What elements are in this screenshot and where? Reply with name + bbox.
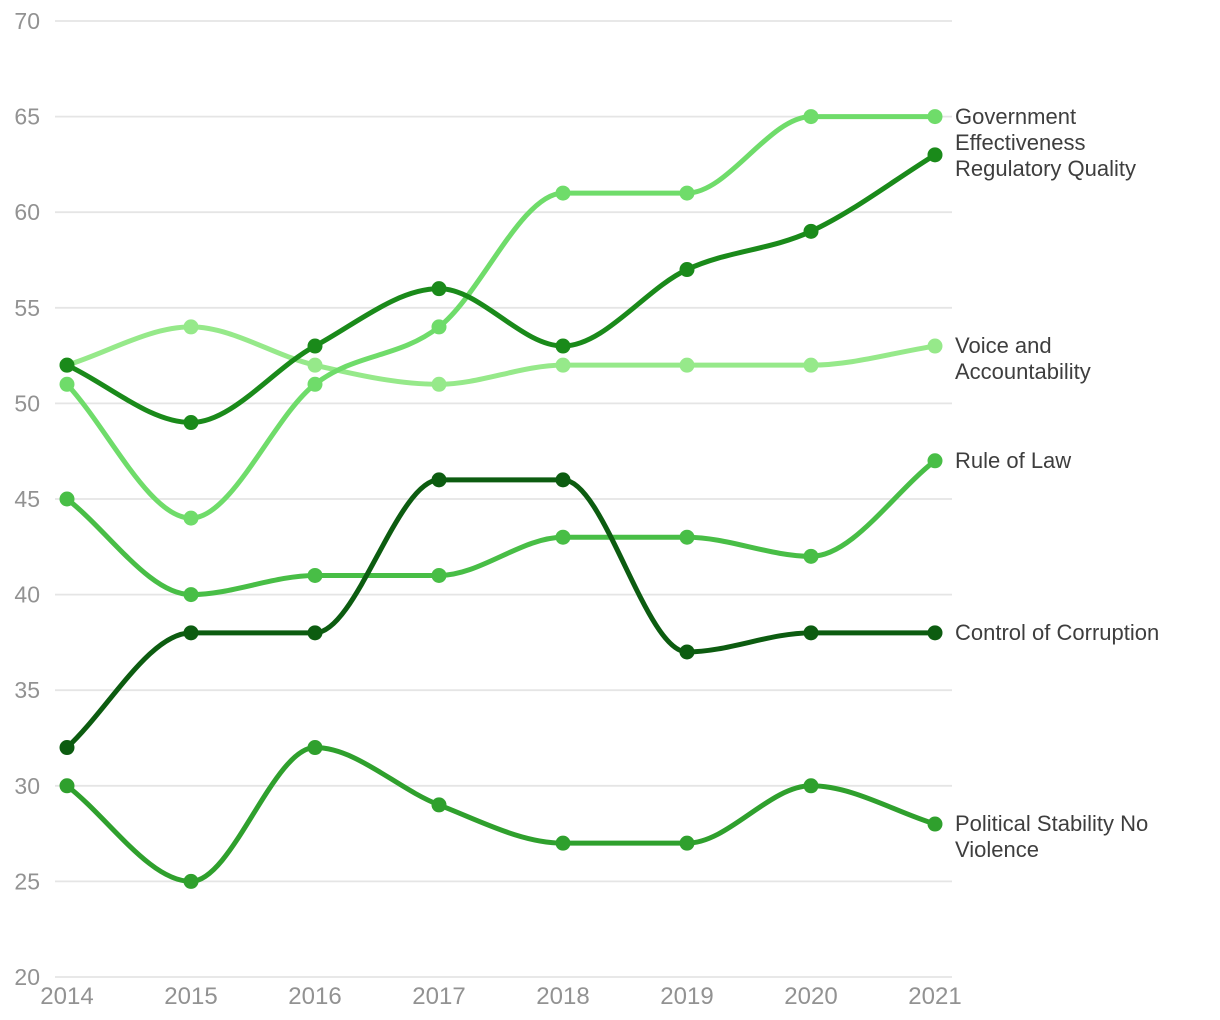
data-point-voice-and-accountability bbox=[679, 357, 695, 373]
series-label-rule-of-law: Rule of Law bbox=[955, 447, 1072, 473]
data-point-political-stability-no-violence bbox=[555, 835, 571, 851]
data-point-political-stability-no-violence bbox=[183, 873, 199, 889]
data-point-control-of-corruption bbox=[555, 472, 571, 488]
data-point-rule-of-law bbox=[803, 548, 819, 564]
data-point-regulatory-quality bbox=[307, 338, 323, 354]
x-axis-tick-label: 2018 bbox=[536, 983, 589, 1010]
series-label-control-of-corruption: Control of Corruption bbox=[955, 619, 1160, 645]
data-point-voice-and-accountability bbox=[183, 319, 199, 335]
series-line-political-stability-no-violence bbox=[64, 745, 938, 884]
data-point-political-stability-no-violence bbox=[431, 797, 447, 813]
data-point-government-effectiveness bbox=[927, 109, 943, 125]
series-line-regulatory-quality bbox=[64, 152, 938, 426]
data-point-rule-of-law bbox=[555, 529, 571, 545]
data-point-regulatory-quality bbox=[431, 281, 447, 297]
data-point-rule-of-law bbox=[59, 491, 75, 507]
data-point-control-of-corruption bbox=[59, 740, 75, 756]
data-point-political-stability-no-violence bbox=[803, 778, 819, 794]
data-point-government-effectiveness bbox=[431, 319, 447, 335]
data-point-control-of-corruption bbox=[307, 625, 323, 641]
data-point-government-effectiveness bbox=[679, 185, 695, 201]
data-point-regulatory-quality bbox=[803, 223, 819, 239]
x-axis-tick-label: 2019 bbox=[660, 983, 713, 1010]
x-axis-tick-label: 2020 bbox=[784, 983, 837, 1010]
series-label-voice-and-accountability: Voice and Accountability bbox=[955, 333, 1091, 385]
data-point-government-effectiveness bbox=[59, 376, 75, 392]
x-axis-tick-label: 2015 bbox=[164, 983, 217, 1010]
y-axis-tick-label: 70 bbox=[14, 8, 40, 34]
x-axis-tick-label: 2017 bbox=[412, 983, 465, 1010]
data-point-regulatory-quality bbox=[555, 338, 571, 354]
data-point-rule-of-law bbox=[307, 567, 323, 583]
y-axis-tick-label: 50 bbox=[14, 390, 40, 416]
data-point-regulatory-quality bbox=[927, 147, 943, 163]
series-label-political-stability-no-violence: Political Stability No Violence bbox=[955, 811, 1149, 863]
data-point-government-effectiveness bbox=[555, 185, 571, 201]
data-point-political-stability-no-violence bbox=[307, 740, 323, 756]
data-point-voice-and-accountability bbox=[555, 357, 571, 373]
x-axis-tick-label: 2014 bbox=[40, 983, 93, 1010]
data-point-control-of-corruption bbox=[431, 472, 447, 488]
y-axis-tick-label: 55 bbox=[14, 295, 40, 321]
y-axis-tick-label: 25 bbox=[14, 868, 40, 894]
y-axis-tick-label: 30 bbox=[14, 773, 40, 799]
data-point-control-of-corruption bbox=[679, 644, 695, 660]
data-point-regulatory-quality bbox=[59, 357, 75, 373]
data-point-political-stability-no-violence bbox=[679, 835, 695, 851]
data-point-rule-of-law bbox=[927, 453, 943, 469]
data-point-government-effectiveness bbox=[183, 510, 199, 526]
data-point-political-stability-no-violence bbox=[927, 816, 943, 832]
data-point-political-stability-no-violence bbox=[59, 778, 75, 794]
x-axis-tick-label: 2016 bbox=[288, 983, 341, 1010]
data-point-regulatory-quality bbox=[679, 262, 695, 278]
data-point-government-effectiveness bbox=[803, 109, 819, 125]
series-line-control-of-corruption bbox=[64, 477, 938, 751]
data-point-control-of-corruption bbox=[927, 625, 943, 641]
y-axis-tick-label: 60 bbox=[14, 199, 40, 225]
data-point-control-of-corruption bbox=[803, 625, 819, 641]
data-point-rule-of-law bbox=[431, 567, 447, 583]
data-point-voice-and-accountability bbox=[307, 357, 323, 373]
y-axis-tick-label: 45 bbox=[14, 486, 40, 512]
series-label-regulatory-quality: Regulatory Quality bbox=[955, 155, 1136, 181]
data-point-rule-of-law bbox=[183, 587, 199, 603]
data-point-voice-and-accountability bbox=[431, 376, 447, 392]
data-point-rule-of-law bbox=[679, 529, 695, 545]
data-point-voice-and-accountability bbox=[927, 338, 943, 354]
y-axis-tick-label: 65 bbox=[14, 104, 40, 130]
data-point-voice-and-accountability bbox=[803, 357, 819, 373]
series-line-voice-and-accountability bbox=[64, 324, 938, 387]
y-axis-tick-label: 20 bbox=[14, 964, 40, 990]
data-point-control-of-corruption bbox=[183, 625, 199, 641]
y-axis-tick-label: 35 bbox=[14, 677, 40, 703]
series-label-government-effectiveness: Government Effectiveness bbox=[955, 103, 1086, 155]
y-axis-tick-label: 40 bbox=[14, 582, 40, 608]
x-axis-tick-label: 2021 bbox=[908, 983, 961, 1010]
data-point-government-effectiveness bbox=[307, 376, 323, 392]
data-point-regulatory-quality bbox=[183, 415, 199, 431]
